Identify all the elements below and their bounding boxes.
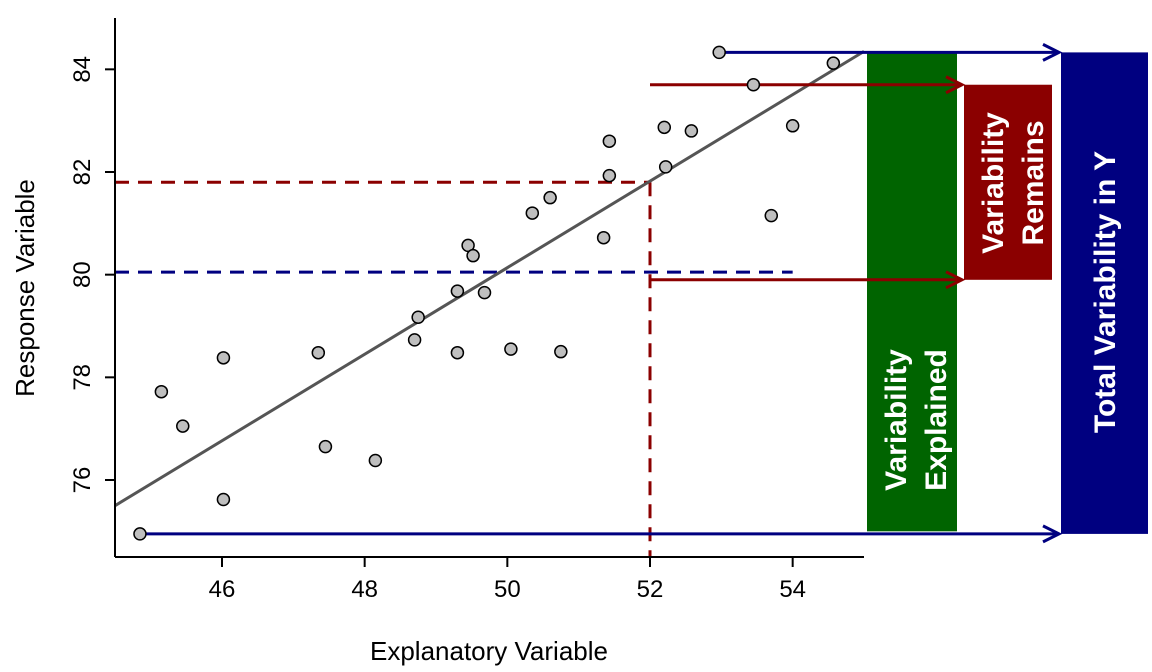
- y-tick-label: 82: [69, 159, 96, 186]
- data-point: [368, 453, 383, 468]
- data-point: [554, 344, 568, 359]
- total-variability-box: [1061, 52, 1148, 534]
- x-tick-label: 54: [779, 576, 806, 603]
- variability-remains-label-line2: Remains: [1017, 120, 1050, 245]
- data-point: [596, 230, 611, 245]
- data-point: [543, 190, 557, 205]
- y-tick-label: 78: [69, 364, 96, 391]
- y-axis-title: Response Variable: [10, 179, 40, 397]
- data-point: [785, 119, 800, 133]
- data-point: [602, 134, 617, 148]
- regression-line: [114, 50, 865, 507]
- data-point: [176, 419, 190, 433]
- x-tick-label: 52: [637, 576, 664, 603]
- data-point: [712, 45, 726, 60]
- variability-remains-label-line1: Variability: [977, 112, 1010, 254]
- y-axis-ticks: 76 78 80 82 84: [69, 56, 115, 493]
- data-point: [216, 492, 231, 507]
- variability-explained-box: [867, 51, 957, 532]
- data-points: [133, 45, 841, 541]
- variability-boxes: Variability Explained Variability Remain…: [867, 51, 1148, 534]
- data-point: [826, 56, 841, 70]
- x-tick-label: 50: [494, 576, 521, 603]
- total-variability-label: Total Variability in Y: [1089, 151, 1122, 433]
- data-point: [411, 310, 425, 325]
- data-point: [154, 384, 169, 399]
- y-tick-label: 80: [69, 261, 96, 288]
- data-point: [133, 527, 147, 541]
- remains-bottom-arrow-head: [945, 270, 966, 290]
- x-axis-ticks: 46 48 50 52 54: [209, 557, 806, 603]
- data-point: [657, 120, 672, 135]
- x-tick-label: 48: [351, 576, 378, 603]
- data-point: [407, 333, 422, 347]
- variability-explained-label-line1: Variability: [880, 349, 913, 491]
- data-point: [504, 342, 518, 356]
- data-point: [318, 439, 333, 454]
- variability-arrows: [139, 43, 1063, 544]
- total-bottom-arrow-head: [1042, 524, 1063, 544]
- data-point: [450, 345, 465, 360]
- data-point: [684, 124, 699, 138]
- data-point: [746, 77, 761, 92]
- data-point: [216, 351, 231, 365]
- data-point: [450, 284, 465, 298]
- data-point: [658, 160, 673, 174]
- variability-explained-label-line2: Explained: [920, 349, 953, 491]
- x-axis-title: Explanatory Variable: [370, 636, 608, 666]
- remains-top-arrow-head: [945, 75, 966, 95]
- data-point: [525, 206, 540, 220]
- total-top-arrow-head: [1042, 43, 1063, 62]
- y-tick-label: 84: [69, 56, 96, 83]
- plot-area: [114, 50, 865, 557]
- variability-remains-box: [964, 84, 1052, 280]
- data-point: [477, 285, 492, 300]
- data-point: [602, 168, 617, 183]
- data-point: [311, 345, 326, 360]
- x-tick-label: 46: [209, 576, 236, 603]
- data-point: [466, 248, 480, 263]
- data-point: [764, 208, 779, 223]
- y-tick-label: 76: [69, 467, 96, 494]
